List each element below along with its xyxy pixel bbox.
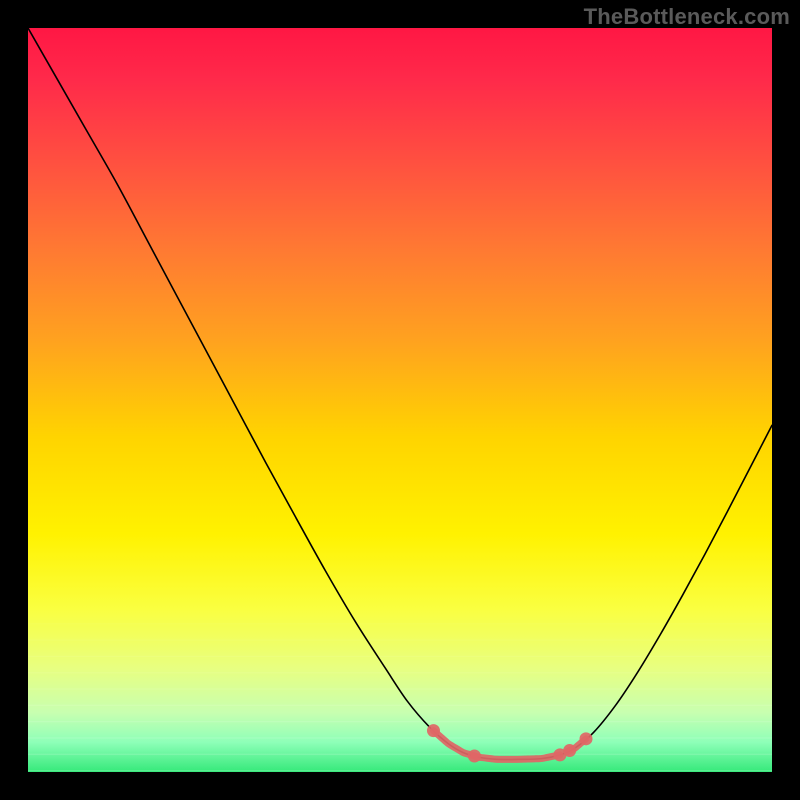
plot-area [28,28,772,772]
bottom-stripe [28,656,772,657]
marker-dot [563,744,576,757]
bottom-stripe [28,640,772,641]
marker-dot [427,724,440,737]
bottom-stripe [28,672,772,673]
bottom-stripe [28,737,772,738]
bottom-stripe [28,623,772,624]
watermark-text: TheBottleneck.com [584,4,790,30]
marker-dot [580,732,593,745]
bottom-stripe [28,770,772,771]
bottom-stripe [28,705,772,706]
bottom-stripe [28,721,772,722]
marker-dot [468,750,481,763]
chart-svg [28,28,772,772]
chart-frame: TheBottleneck.com [0,0,800,800]
gradient-background [28,28,772,772]
bottom-stripe [28,754,772,755]
